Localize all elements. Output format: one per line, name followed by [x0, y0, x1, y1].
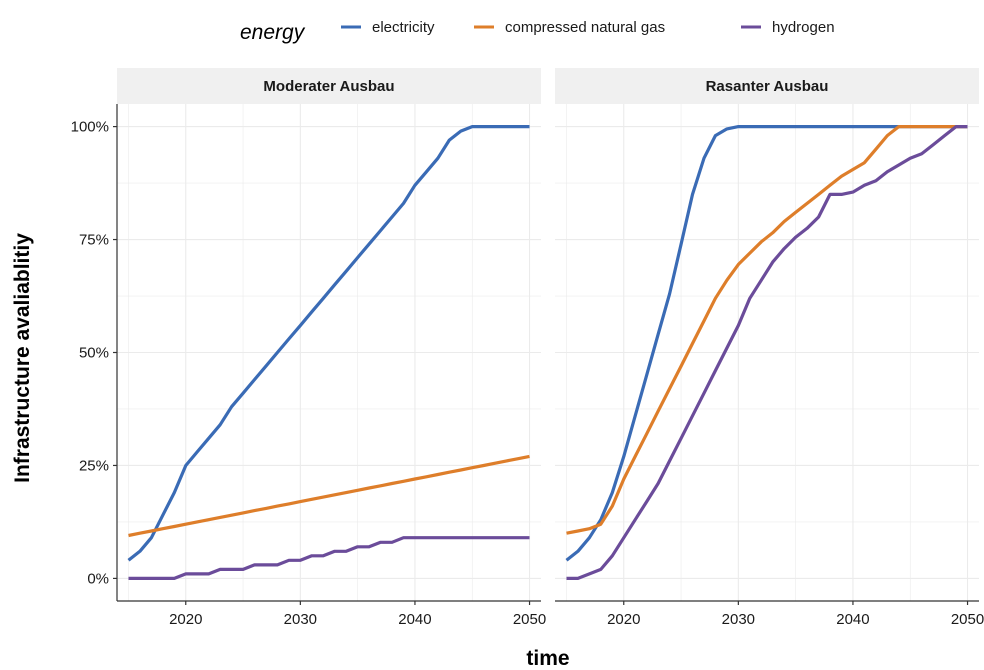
x-axis-title: time [526, 647, 569, 670]
y-axis-title: Infrastructure avaliablitiy [11, 233, 34, 483]
x-tick-label: 2020 [169, 611, 202, 628]
x-tick-label: 2050 [513, 611, 546, 628]
panels: Moderater Ausbau 0% 25% 50% 75% 100% 2020 2030 2… [71, 68, 984, 628]
series-line-compressed-natural-gas [566, 124, 968, 535]
y-tick-label: 50% [79, 345, 109, 362]
y-tick-label: 100% [71, 119, 109, 136]
x-tick-label: 2040 [398, 611, 431, 628]
x-tick-label: 2050 [951, 611, 984, 628]
series-line-compressed-natural-gas [128, 454, 530, 538]
legend-title: energy [240, 21, 306, 44]
facet-strip [117, 68, 541, 104]
facet-strip [555, 68, 979, 104]
y-tick-label: 25% [79, 457, 109, 474]
panel-2: Rasanter Ausbau 2020 2030 2040 2050 [555, 68, 984, 628]
legend-label-hydrogen: hydrogen [772, 19, 835, 36]
y-tick-label: 0% [87, 570, 109, 587]
series-line-hydrogen [128, 536, 530, 581]
facet-strip-label: Moderater Ausbau [263, 78, 394, 95]
legend: energy electricity compressed natural ga… [240, 19, 835, 44]
x-tick-label: 2030 [284, 611, 317, 628]
facet-strip-label: Rasanter Ausbau [706, 78, 829, 95]
x-tick-label: 2040 [836, 611, 869, 628]
series-line-electricity [127, 124, 530, 562]
legend-label-compressed-natural-gas: compressed natural gas [505, 19, 665, 36]
y-tick-label: 75% [79, 232, 109, 249]
x-tick-label: 2030 [722, 611, 755, 628]
legend-label-electricity: electricity [372, 19, 435, 36]
panel-1: Moderater Ausbau 0% 25% 50% 75% 100% 2020 2030 2… [71, 68, 546, 628]
x-tick-label: 2020 [607, 611, 640, 628]
series-line-hydrogen [566, 124, 968, 581]
series-line-electricity [565, 124, 968, 562]
